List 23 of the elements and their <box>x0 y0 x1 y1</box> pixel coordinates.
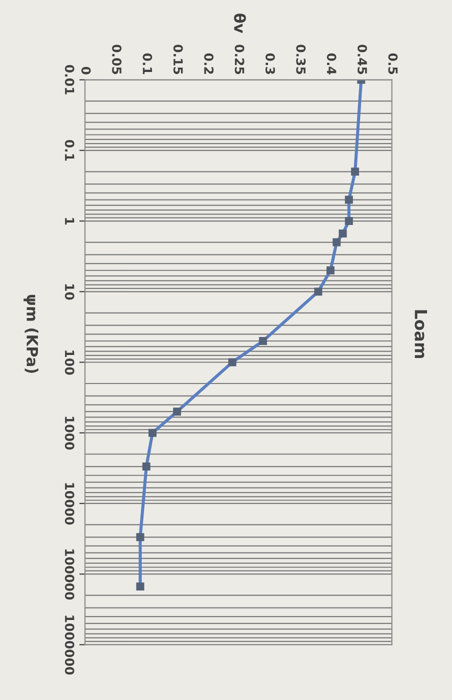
x-tick-label: 0 <box>81 66 91 74</box>
x-tick-label: 0.05 <box>112 44 122 74</box>
y-tick-label: 10 <box>64 284 74 300</box>
x-tick-label: 0.15 <box>173 44 183 74</box>
x-tick-label: 0.1 <box>142 53 152 74</box>
x-tick-label: 0.3 <box>265 53 275 74</box>
x-tick-label: 0.35 <box>296 44 306 74</box>
y-tick-label: 100 <box>64 350 74 375</box>
y-tick-label: 1 <box>65 218 74 225</box>
y-axis-title: ψm (KPa) <box>24 294 38 373</box>
x-tick-label: 0.25 <box>234 44 244 74</box>
text: Loam <box>414 310 428 358</box>
y-tick-label: 1000000 <box>64 616 74 675</box>
y-tick-label: 10000 <box>64 483 74 525</box>
x2-axis-title: θv <box>234 14 246 34</box>
y-tick-label: 0.1 <box>64 140 74 161</box>
x-tick-label: 0.2 <box>204 53 214 74</box>
x-tick-label: 0.45 <box>358 44 368 74</box>
y-tick-label: 1000 <box>64 416 74 450</box>
y-tick-label: 0.01 <box>64 64 74 94</box>
y-tick-label: 100000 <box>64 549 74 600</box>
x-tick-label: 0.5 <box>388 53 398 74</box>
x-tick-label: 0.4 <box>326 53 336 74</box>
